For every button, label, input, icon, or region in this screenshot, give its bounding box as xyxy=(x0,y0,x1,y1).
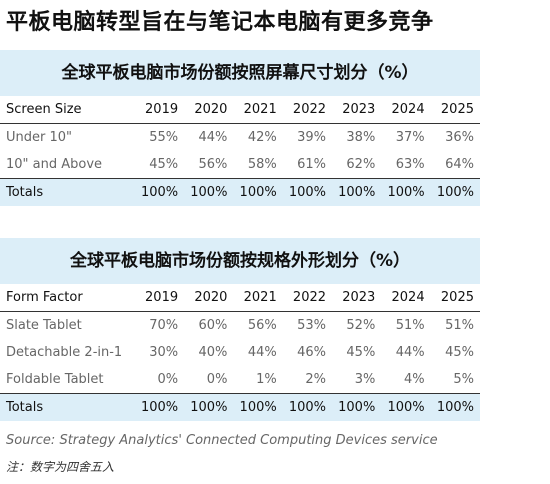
table-cell: 100% xyxy=(233,393,283,421)
form-factor-table-title: 全球平板电脑市场份额按规格外形划分（%） xyxy=(0,238,480,284)
table-cell: 45% xyxy=(346,345,376,360)
table-cell: 100% xyxy=(381,393,431,421)
column-header: 2022 xyxy=(282,96,333,124)
table-cell: 1% xyxy=(256,372,277,387)
table-row: Slate Tablet 70% 60% 56% 53% 52% 51% 51% xyxy=(0,312,480,340)
table-cell: 3% xyxy=(354,372,376,387)
column-header: 2025 xyxy=(430,284,480,312)
table-cell: 51% xyxy=(445,318,474,333)
table-cell: 100% xyxy=(332,178,382,206)
table-row: 10" and Above 45% 56% 58% 61% 62% 63% 64… xyxy=(0,151,480,179)
rounding-footnote: 注：数字为四舍五入 xyxy=(6,460,115,474)
table-cell: 53% xyxy=(297,318,327,333)
column-header: 2024 xyxy=(381,96,431,124)
table-cell: 36% xyxy=(445,130,474,145)
table-cell: 100% xyxy=(282,393,333,421)
table-cell: 100% xyxy=(381,178,431,206)
table-cell: 38% xyxy=(346,130,376,145)
table-header-row: Screen Size 2019 2020 2021 2022 2023 202… xyxy=(0,96,480,124)
column-header: 2021 xyxy=(233,284,283,312)
column-header: 2022 xyxy=(282,284,333,312)
row-label: Under 10" xyxy=(6,130,73,145)
table-cell: 39% xyxy=(297,130,327,145)
totals-row: Totals 100% 100% 100% 100% 100% 100% 100… xyxy=(0,393,480,421)
form-factor-table-block: 全球平板电脑市场份额按规格外形划分（%） Form Factor 2019 20… xyxy=(0,238,480,421)
column-header: 2023 xyxy=(332,284,382,312)
table-cell: 62% xyxy=(346,157,376,172)
table-cell: 2% xyxy=(305,372,327,387)
table-cell: 100% xyxy=(233,178,283,206)
table-cell: 64% xyxy=(445,157,474,172)
table-cell: 60% xyxy=(198,318,228,333)
table-cell: 56% xyxy=(247,318,277,333)
table-cell: 70% xyxy=(149,318,179,333)
row-label: Totals xyxy=(0,178,135,206)
column-header: 2020 xyxy=(184,96,234,124)
table-cell: 5% xyxy=(453,372,474,387)
totals-row: Totals 100% 100% 100% 100% 100% 100% 100… xyxy=(0,178,480,206)
column-header: 2023 xyxy=(332,96,382,124)
column-header: Form Factor xyxy=(0,284,135,312)
table-cell: 37% xyxy=(395,130,425,145)
screen-size-table-title: 全球平板电脑市场份额按照屏幕尺寸划分（%） xyxy=(0,50,480,96)
row-label: Slate Tablet xyxy=(6,318,82,333)
table-cell: 40% xyxy=(198,345,228,360)
table-cell: 100% xyxy=(184,393,234,421)
row-label: 10" and Above xyxy=(6,157,103,172)
table-cell: 44% xyxy=(198,130,228,145)
table-cell: 45% xyxy=(149,157,179,172)
table-row: Under 10" 55% 44% 42% 39% 38% 37% 36% xyxy=(0,124,480,152)
table-cell: 63% xyxy=(395,157,425,172)
row-label: Detachable 2-in-1 xyxy=(6,345,123,360)
table-cell: 100% xyxy=(184,178,234,206)
table-cell: 55% xyxy=(149,130,179,145)
column-header: 2024 xyxy=(381,284,431,312)
table-cell: 30% xyxy=(149,345,179,360)
table-cell: 61% xyxy=(297,157,327,172)
table-cell: 42% xyxy=(247,130,277,145)
table-cell: 100% xyxy=(282,178,333,206)
page-title: 平板电脑转型旨在与笔记本电脑有更多竞争 xyxy=(6,10,434,35)
table-cell: 56% xyxy=(198,157,228,172)
table-cell: 44% xyxy=(395,345,425,360)
table-cell: 0% xyxy=(206,372,228,387)
table-cell: 51% xyxy=(395,318,425,333)
table-cell: 45% xyxy=(445,345,474,360)
table-cell: 58% xyxy=(247,157,277,172)
column-header: 2019 xyxy=(134,284,185,312)
table-cell: 52% xyxy=(346,318,376,333)
column-header: 2020 xyxy=(184,284,234,312)
table-cell: 100% xyxy=(430,393,480,421)
table-cell: 100% xyxy=(430,178,480,206)
table-cell: 0% xyxy=(157,372,179,387)
table-cell: 100% xyxy=(332,393,382,421)
table-cell: 100% xyxy=(134,178,185,206)
table-cell: 100% xyxy=(134,393,185,421)
table-cell: 4% xyxy=(403,372,425,387)
form-factor-table: Form Factor 2019 2020 2021 2022 2023 202… xyxy=(0,284,480,421)
screen-size-table: Screen Size 2019 2020 2021 2022 2023 202… xyxy=(0,96,480,206)
column-header: Screen Size xyxy=(0,96,135,124)
source-note: Source: Strategy Analytics' Connected Co… xyxy=(6,433,438,448)
row-label: Foldable Tablet xyxy=(6,372,104,387)
table-header-row: Form Factor 2019 2020 2021 2022 2023 202… xyxy=(0,284,480,312)
screen-size-table-block: 全球平板电脑市场份额按照屏幕尺寸划分（%） Screen Size 2019 2… xyxy=(0,50,480,206)
column-header: 2021 xyxy=(233,96,283,124)
table-row: Detachable 2-in-1 30% 40% 44% 46% 45% 44… xyxy=(0,339,480,366)
column-header: 2025 xyxy=(430,96,480,124)
table-cell: 44% xyxy=(247,345,277,360)
row-label: Totals xyxy=(0,393,135,421)
table-row: Foldable Tablet 0% 0% 1% 2% 3% 4% 5% xyxy=(0,366,480,394)
table-cell: 46% xyxy=(297,345,327,360)
column-header: 2019 xyxy=(134,96,185,124)
